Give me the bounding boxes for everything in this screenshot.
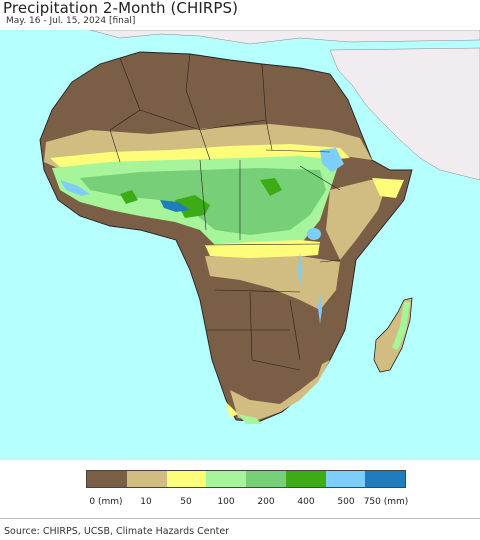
legend-tick-label: 750 (mm) bbox=[363, 497, 409, 507]
legend-swatch bbox=[285, 471, 326, 487]
precipitation-map bbox=[0, 30, 480, 460]
dark-green-patch bbox=[260, 178, 282, 196]
legend-tick-label: 100 bbox=[217, 497, 235, 507]
legend-tick-label: 50 bbox=[180, 497, 192, 507]
legend-tick-label: 10 bbox=[140, 497, 152, 507]
lake-tanganyika bbox=[298, 252, 302, 288]
lake-malawi bbox=[318, 292, 322, 324]
wet-coast bbox=[160, 200, 190, 212]
legend-tick-label: 500 bbox=[337, 497, 355, 507]
legend-swatch bbox=[166, 471, 207, 487]
wet-coast bbox=[60, 180, 90, 196]
europe-land bbox=[89, 30, 480, 45]
south-coast-yellow bbox=[226, 402, 238, 418]
dark-green-patch bbox=[175, 195, 210, 218]
legend-swatch bbox=[325, 471, 366, 487]
footer-divider bbox=[0, 518, 480, 519]
madagascar-east bbox=[392, 302, 410, 350]
legend-swatch bbox=[365, 471, 405, 487]
map-title: Precipitation 2-Month (CHIRPS) bbox=[3, 0, 239, 17]
legend-swatch bbox=[246, 471, 286, 487]
middle-east-land bbox=[329, 47, 480, 181]
south-coast-tan bbox=[230, 360, 330, 420]
country-borders bbox=[109, 53, 341, 371]
wet-ethiopia bbox=[320, 148, 344, 172]
dark-green-patch bbox=[120, 190, 138, 204]
lake-victoria bbox=[307, 228, 321, 240]
map-subtitle: May. 16 - Jul. 15, 2024 [final] bbox=[6, 16, 136, 26]
legend-tick-label: 0 (mm) bbox=[89, 497, 123, 507]
horn-yellow bbox=[372, 178, 404, 198]
south-coast-green bbox=[238, 414, 262, 424]
southern-tan bbox=[205, 256, 340, 310]
legend-swatch bbox=[87, 471, 127, 487]
legend-tick-label: 200 bbox=[257, 497, 275, 507]
legend-color-bar bbox=[86, 470, 406, 488]
legend-swatch bbox=[126, 471, 167, 487]
legend-swatch bbox=[206, 471, 246, 487]
east-africa-tan bbox=[326, 180, 388, 260]
source-credit: Source: CHIRPS, UCSB, Climate Hazards Ce… bbox=[4, 526, 230, 537]
legend-tick-label: 400 bbox=[297, 497, 315, 507]
